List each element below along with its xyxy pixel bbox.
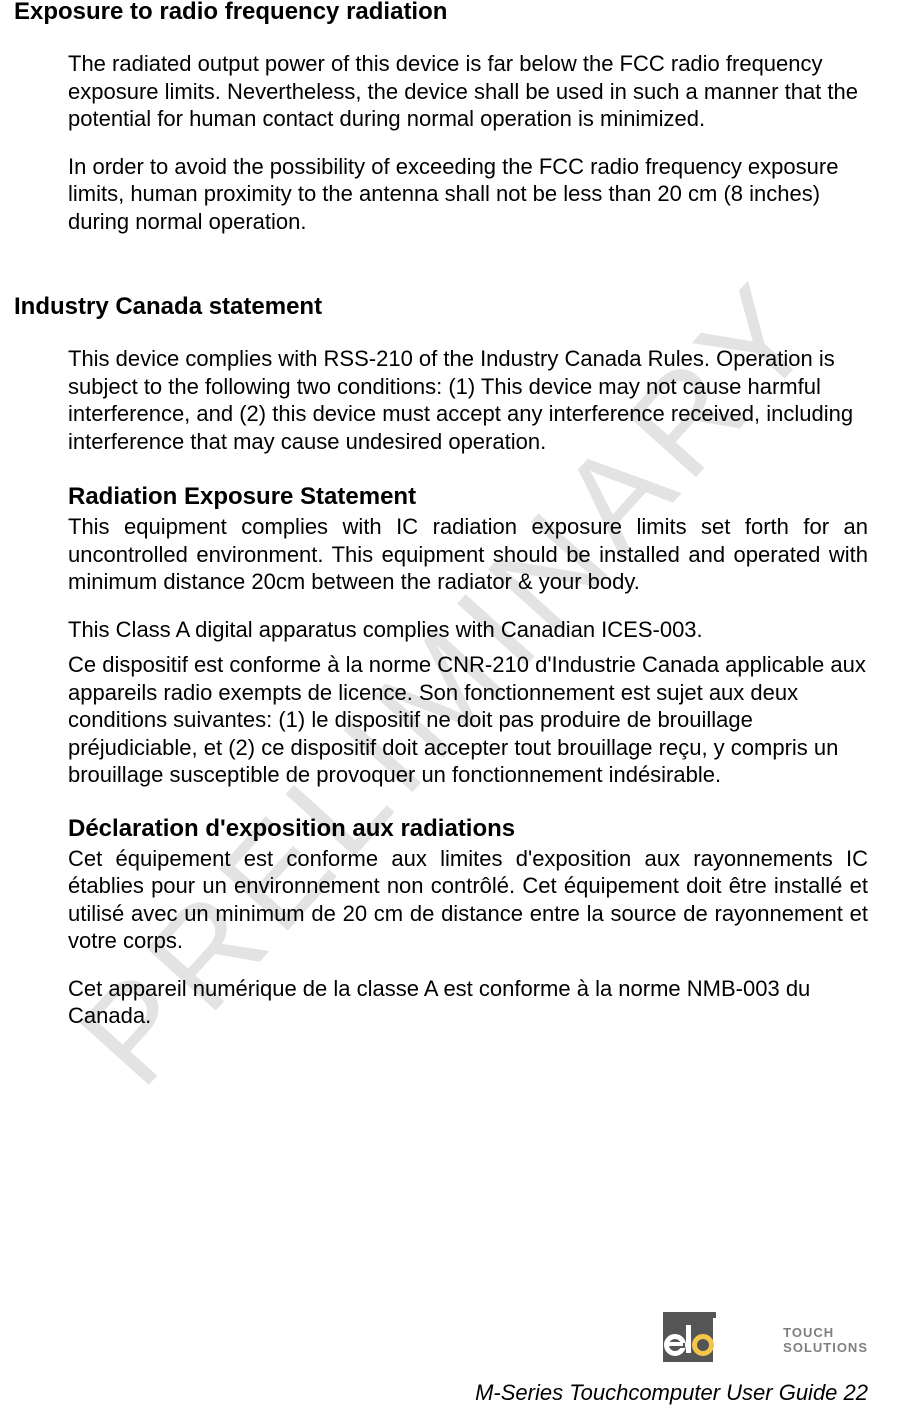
logo-line-1: TOUCH: [783, 1326, 868, 1341]
paragraph-fr-2: Cet équipement est conforme aux limites …: [68, 845, 868, 955]
paragraph-exposure-1: The radiated output power of this device…: [68, 50, 868, 133]
paragraph-ic-1: This device complies with RSS-210 of the…: [68, 345, 868, 455]
footer-logo: TOUCH SOLUTIONS: [663, 1312, 868, 1370]
logo-line-2: SOLUTIONS: [783, 1341, 868, 1356]
document-content: Exposure to radio frequency radiation Th…: [14, 0, 868, 1030]
paragraph-exposure-2: In order to avoid the possibility of exc…: [68, 153, 868, 236]
paragraph-radiation: This equipment complies with IC radiatio…: [68, 513, 868, 596]
heading-exposure: Exposure to radio frequency radiation: [14, 0, 868, 26]
paragraph-fr-1: Ce dispositif est conforme à la norme CN…: [68, 651, 868, 789]
page-footer: TOUCH SOLUTIONS M-Series Touchcomputer U…: [475, 1312, 868, 1406]
paragraph-class-a-en: This Class A digital apparatus complies …: [68, 616, 868, 644]
heading-fr-declaration: Déclaration d'exposition aux radiations: [68, 815, 868, 843]
paragraph-fr-class-a: Cet appareil numérique de la classe A es…: [68, 975, 868, 1030]
logo-touch-solutions: TOUCH SOLUTIONS: [783, 1326, 868, 1356]
heading-industry-canada: Industry Canada statement: [14, 293, 868, 321]
elo-logo-icon: [663, 1312, 771, 1370]
heading-radiation-exposure: Radiation Exposure Statement: [68, 483, 868, 511]
footer-page-text: M-Series Touchcomputer User Guide 22: [475, 1380, 868, 1406]
